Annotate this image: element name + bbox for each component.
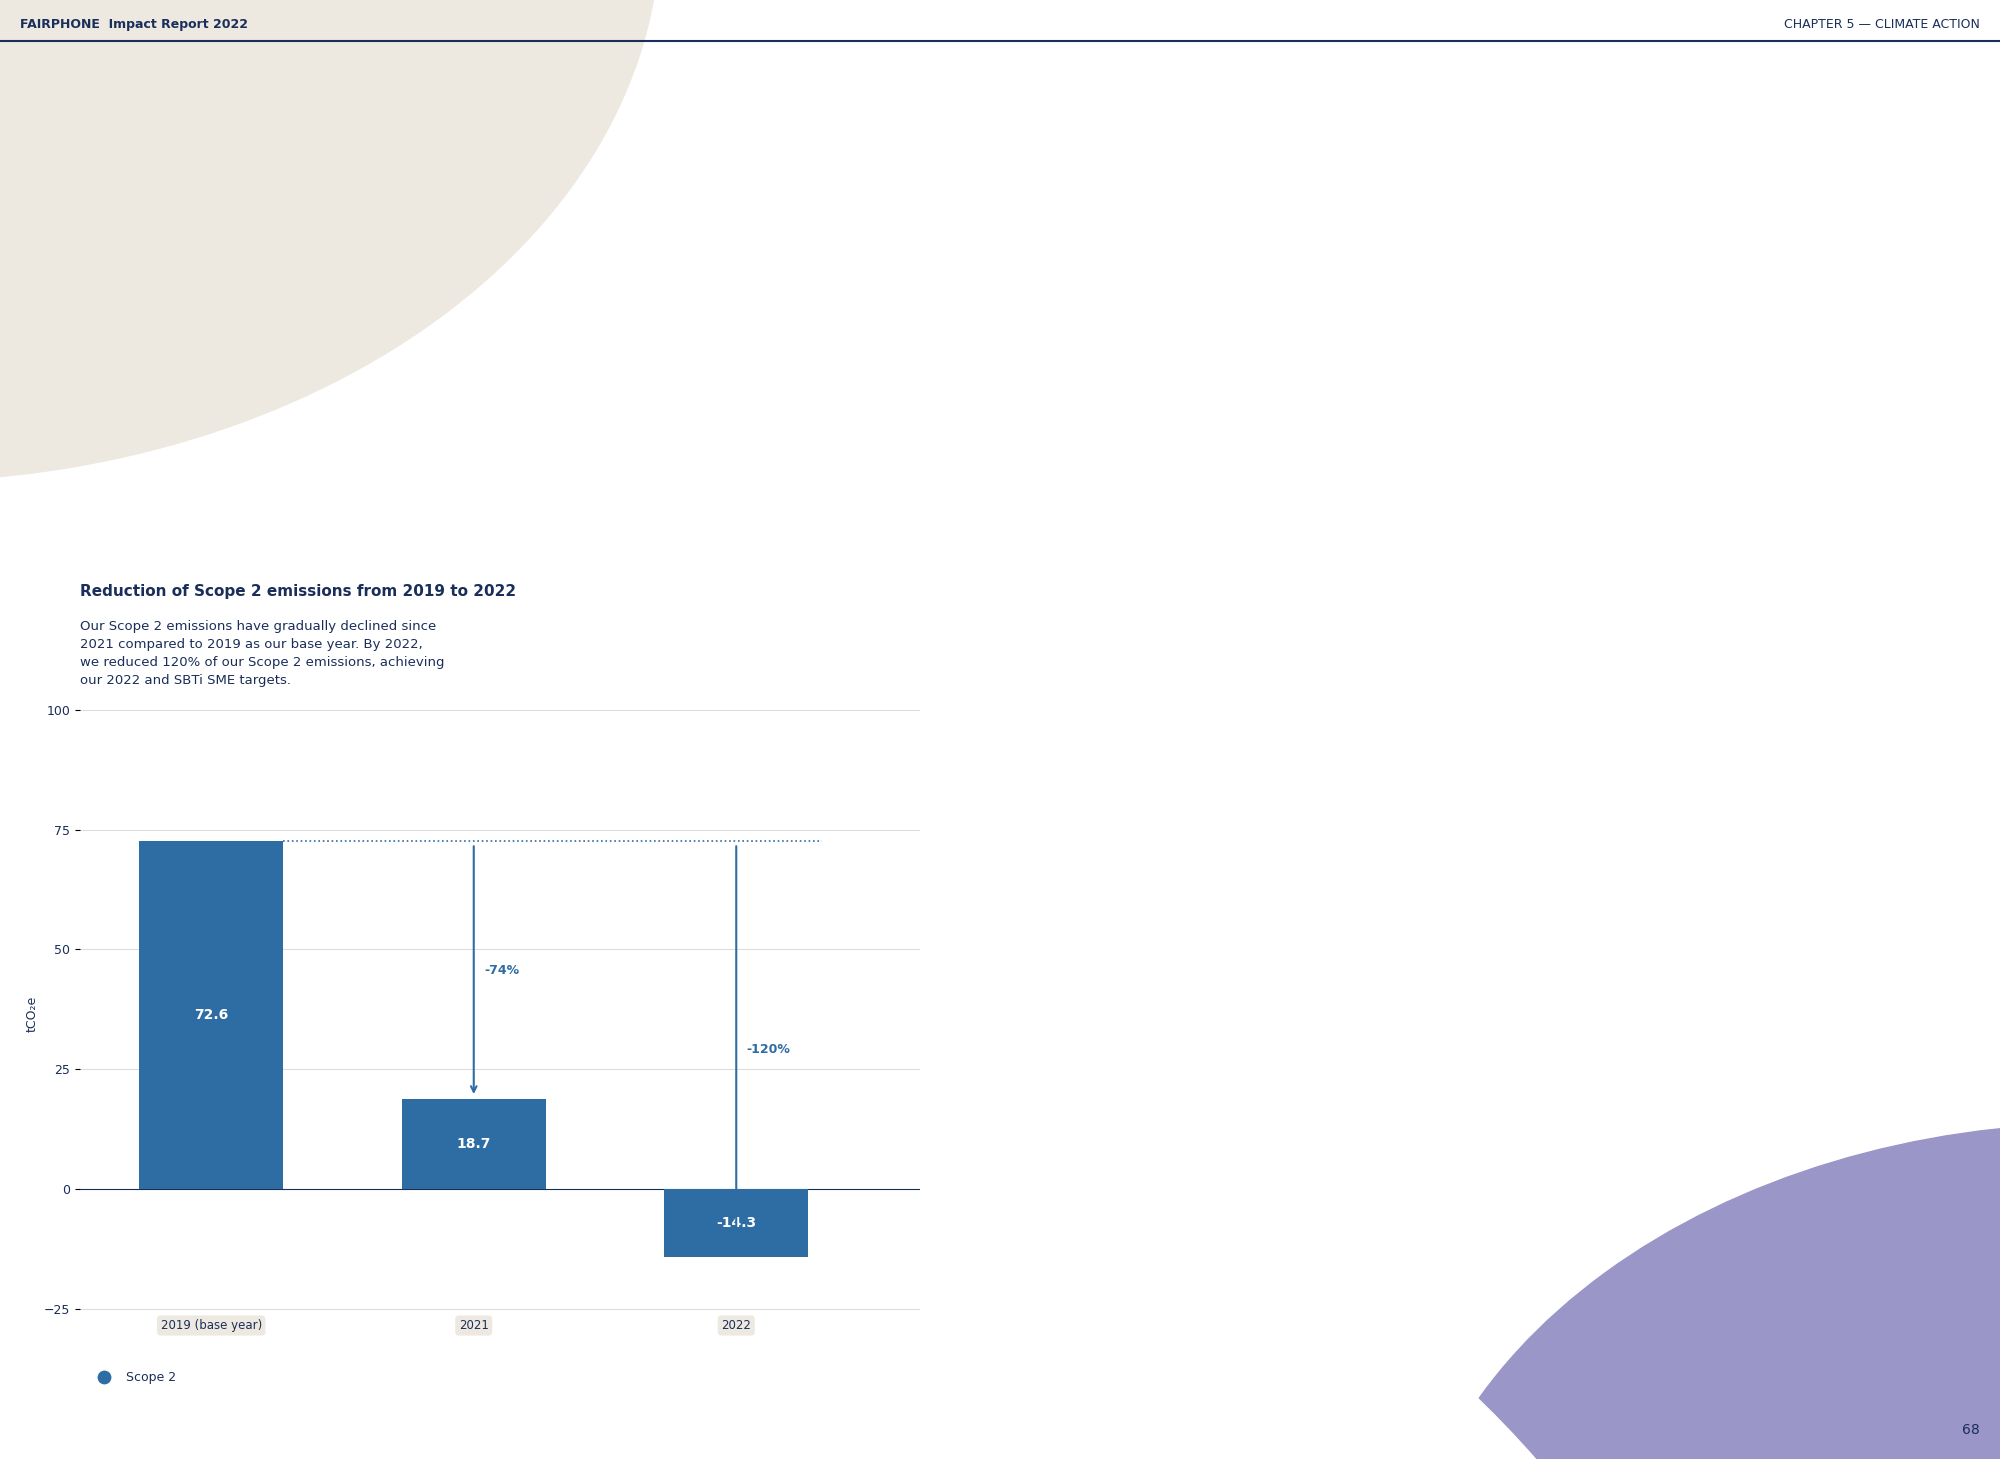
Legend: Scope 2: Scope 2	[86, 1366, 182, 1389]
Text: CHAPTER 5 — CLIMATE ACTION: CHAPTER 5 — CLIMATE ACTION	[1784, 19, 1980, 31]
Bar	[140, 840, 284, 1189]
Circle shape	[0, 0, 660, 481]
Circle shape	[0, 1021, 1740, 1459]
Text: -120%: -120%	[746, 1043, 790, 1056]
Text: 2021: 2021	[458, 1319, 488, 1332]
Text: 2019 (base year): 2019 (base year)	[160, 1319, 262, 1332]
Text: Reduction of Scope 2 emissions from 2019 to 2022: Reduction of Scope 2 emissions from 2019…	[80, 584, 516, 598]
Text: -74%: -74%	[484, 963, 520, 976]
Y-axis label: tCO₂e: tCO₂e	[26, 996, 38, 1032]
Circle shape	[1400, 1123, 2000, 1459]
Text: 2022: 2022	[722, 1319, 752, 1332]
Text: 18.7: 18.7	[456, 1137, 490, 1151]
Text: FAIRPHONE  Impact Report 2022: FAIRPHONE Impact Report 2022	[20, 19, 248, 31]
Text: Biomethane Guarantees of Origin (BGOs) are certificates that represent
one megaw: Biomethane Guarantees of Origin (BGOs) a…	[1076, 375, 1504, 502]
Text: Our Scope 2 emissions have gradually declined since
2021 compared to 2019 as our: Our Scope 2 emissions have gradually dec…	[80, 620, 444, 687]
Bar	[402, 1099, 546, 1189]
Bar	[664, 1189, 808, 1258]
Text: -14.3: -14.3	[716, 1217, 756, 1230]
Text: 72.6: 72.6	[194, 1008, 228, 1021]
Text: 68: 68	[1962, 1423, 1980, 1437]
